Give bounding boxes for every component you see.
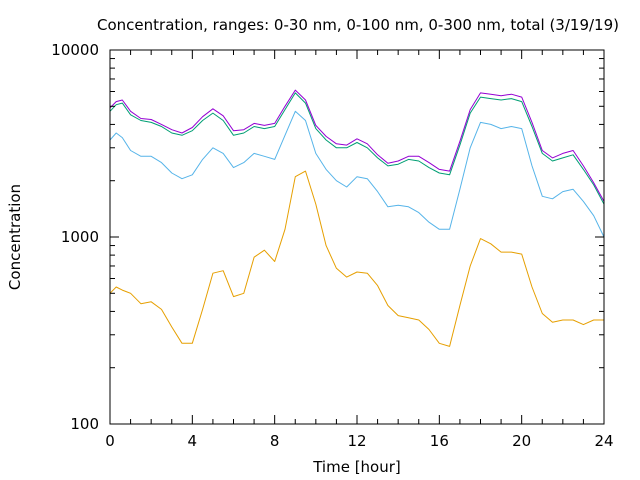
series-line-2 [109,110,605,238]
x-tick-label: 16 [430,432,449,450]
x-tick-label: 8 [270,432,280,450]
series-line-3 [109,92,605,205]
x-tick-label: 12 [347,432,366,450]
x-tick-label: 20 [512,432,531,450]
y-tick-label: 1000 [61,228,99,246]
series-layer [109,89,605,347]
y-axis-title: Concentration [6,184,24,290]
y-tick-label: 100 [70,415,99,433]
series-line-4 [109,89,605,202]
x-tick-label: 24 [594,432,613,450]
x-axis-title: Time [hour] [312,458,401,476]
y-tick-label: 10000 [51,41,99,59]
chart-title: Concentration, ranges: 0-30 nm, 0-100 nm… [97,16,619,34]
x-tick-label: 4 [188,432,198,450]
series-line-1 [109,170,604,347]
ticks-layer: 0 4 8 12 16 20 24 100 1000 10000 [51,41,613,450]
plot-frame [109,49,605,425]
x-tick-label: 0 [105,432,115,450]
